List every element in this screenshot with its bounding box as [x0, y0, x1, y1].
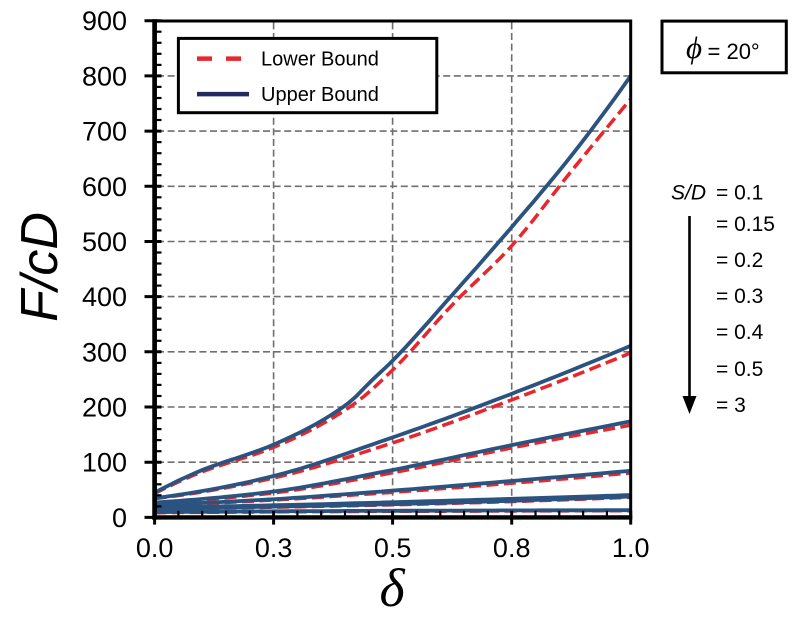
svg-text:= 0.5: = 0.5 [716, 358, 763, 381]
svg-text:300: 300 [82, 337, 127, 367]
svg-text:900: 900 [82, 6, 127, 36]
svg-text:= 0.2: = 0.2 [716, 249, 763, 272]
svg-text:= 0.3: = 0.3 [716, 285, 763, 308]
svg-text:Lower Bound: Lower Bound [261, 49, 379, 71]
svg-text:ϕ: ϕ [686, 30, 702, 65]
svg-text:S/D: S/D [671, 182, 706, 205]
svg-text:= 3: = 3 [716, 394, 746, 417]
svg-text:= 0.1: = 0.1 [716, 182, 763, 205]
svg-text:0.3: 0.3 [255, 533, 293, 563]
svg-text:0.8: 0.8 [493, 533, 531, 563]
svg-text:= 0.4: = 0.4 [716, 321, 764, 344]
svg-text:= 0.15: = 0.15 [716, 213, 775, 236]
svg-text:400: 400 [82, 282, 127, 312]
svg-text:100: 100 [82, 448, 127, 478]
svg-text:600: 600 [82, 172, 127, 202]
svg-text:200: 200 [82, 393, 127, 423]
svg-text:0: 0 [112, 503, 127, 533]
svg-text:500: 500 [82, 227, 127, 257]
svg-text:Upper Bound: Upper Bound [261, 84, 379, 106]
svg-text:800: 800 [82, 61, 127, 91]
svg-text:700: 700 [82, 117, 127, 147]
svg-text:= 20°: = 20° [708, 39, 760, 64]
svg-text:1.0: 1.0 [612, 533, 650, 563]
svg-text:F/cD: F/cD [11, 212, 69, 322]
svg-text:δ: δ [379, 558, 405, 616]
svg-text:0.5: 0.5 [374, 533, 412, 563]
svg-text:0.0: 0.0 [136, 533, 174, 563]
